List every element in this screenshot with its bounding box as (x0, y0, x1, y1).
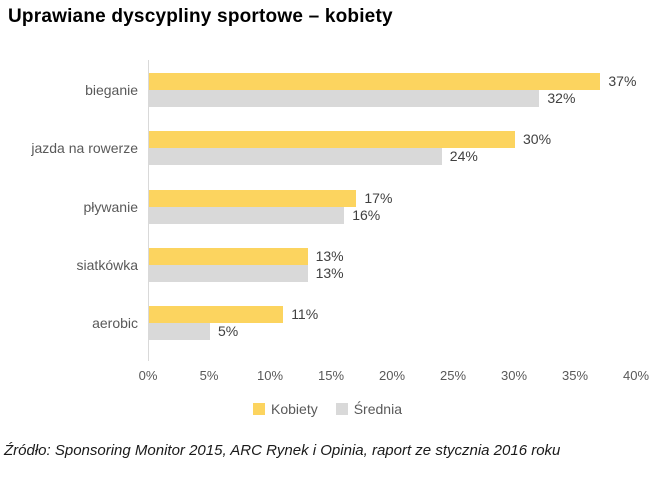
x-tick-label: 20% (378, 368, 406, 383)
value-label-kobiety: 13% (315, 247, 344, 264)
x-tick-label: 40% (622, 368, 650, 383)
value-label-średnia: 16% (352, 206, 381, 223)
value-label-kobiety: 11% (291, 306, 319, 322)
bar-średnia (149, 206, 345, 224)
value-label-średnia: 24% (449, 148, 478, 165)
x-tick-label: 15% (317, 368, 345, 383)
bar-kobiety (149, 247, 308, 265)
chart-title: Uprawiane dyscypliny sportowe – kobiety (8, 6, 393, 27)
value-label-kobiety: 17% (364, 189, 393, 206)
value-label-średnia: 13% (315, 264, 344, 281)
bar-średnia (149, 90, 540, 107)
value-label-średnia: 32% (547, 90, 576, 106)
x-tick-label: 10% (256, 368, 284, 383)
x-tick-label: 30% (500, 368, 528, 383)
bar-średnia (149, 264, 308, 282)
legend: Kobiety Średnia (0, 401, 655, 417)
value-label-kobiety: 30% (523, 131, 552, 148)
legend-label: Kobiety (271, 401, 318, 417)
value-label-średnia: 5% (218, 323, 239, 339)
legend-item-średnia: Średnia (335, 401, 402, 417)
legend-swatch-icon (253, 403, 266, 415)
category-label: pływanie (83, 198, 138, 215)
bar-kobiety (149, 73, 601, 90)
category-label: siatkówka (76, 256, 138, 273)
value-label-kobiety: 37% (608, 73, 637, 89)
bar-kobiety (149, 306, 284, 323)
bar-średnia (149, 323, 210, 340)
category-label: jazda na rowerze (31, 140, 138, 157)
category-label: bieganie (85, 82, 138, 98)
y-axis-line (148, 60, 149, 361)
bar-średnia (149, 148, 442, 166)
category-label: aerobic (92, 315, 138, 331)
bar-kobiety (149, 131, 515, 149)
x-tick-label: 5% (199, 368, 219, 383)
legend-swatch-icon (335, 403, 348, 415)
legend-item-kobiety: Kobiety (253, 401, 318, 417)
x-tick-label: 35% (561, 368, 589, 383)
x-tick-label: 25% (439, 368, 467, 383)
bar-kobiety (149, 189, 357, 207)
x-tick-label: 0% (138, 368, 158, 383)
source-note: Źródło: Sponsoring Monitor 2015, ARC Ryn… (4, 442, 561, 459)
legend-label: Średnia (353, 401, 402, 417)
